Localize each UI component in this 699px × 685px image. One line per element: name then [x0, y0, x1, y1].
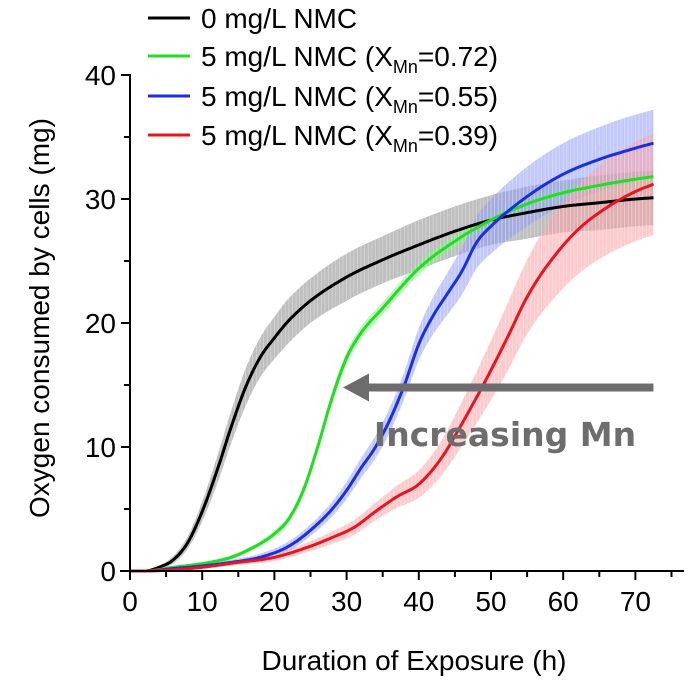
legend-label: 5 mg/L NMC (XMn=0.72) — [201, 41, 498, 77]
x-tick-label: 0 — [122, 586, 138, 617]
legend: 0 mg/L NMC 5 mg/L NMC (XMn=0.72) 5 mg/L NM… — [148, 3, 498, 156]
error-band-3 — [130, 133, 654, 572]
y-tick-label: 0 — [100, 556, 116, 587]
series-line-1 — [130, 175, 654, 573]
legend-label: 5 mg/L NMC (XMn=0.55) — [201, 81, 498, 117]
legend-label: 5 mg/L NMC (XMn=0.39) — [201, 120, 498, 156]
x-tick-label: 60 — [548, 586, 579, 617]
error-band-2 — [130, 109, 654, 571]
increasing-mn-annotation: Increasing Mn — [342, 373, 654, 454]
y-tick-label: 30 — [85, 184, 116, 215]
y-axis-title: Oxygen consumed by cells (mg) — [24, 118, 55, 518]
y-tick-label: 40 — [85, 60, 116, 91]
legend-item: 0 mg/L NMC — [148, 3, 357, 34]
y-ticks: 0 10 20 30 40 — [85, 60, 130, 587]
legend-item: 5 mg/L NMC (XMn=0.39) — [148, 120, 498, 156]
legend-label: 0 mg/L NMC — [201, 3, 357, 34]
x-axis-title: Duration of Exposure (h) — [261, 645, 566, 676]
annotation-text: Increasing Mn — [374, 415, 636, 454]
series-line-0 — [130, 196, 654, 573]
x-tick-label: 30 — [331, 586, 362, 617]
annotation-arrow-head — [342, 373, 369, 402]
series-line-3 — [130, 182, 655, 573]
legend-item: 5 mg/L NMC (XMn=0.72) — [148, 41, 498, 77]
series-lines — [130, 141, 655, 573]
x-tick-label: 40 — [403, 586, 434, 617]
x-tick-label: 70 — [620, 586, 651, 617]
x-tick-label: 20 — [259, 586, 290, 617]
y-tick-label: 10 — [85, 432, 116, 463]
x-ticks: 0 10 20 30 40 50 60 70 — [122, 571, 673, 617]
x-tick-label: 10 — [187, 586, 218, 617]
y-tick-label: 20 — [85, 308, 116, 339]
x-tick-label: 50 — [475, 586, 506, 617]
legend-item: 5 mg/L NMC (XMn=0.55) — [148, 81, 498, 117]
